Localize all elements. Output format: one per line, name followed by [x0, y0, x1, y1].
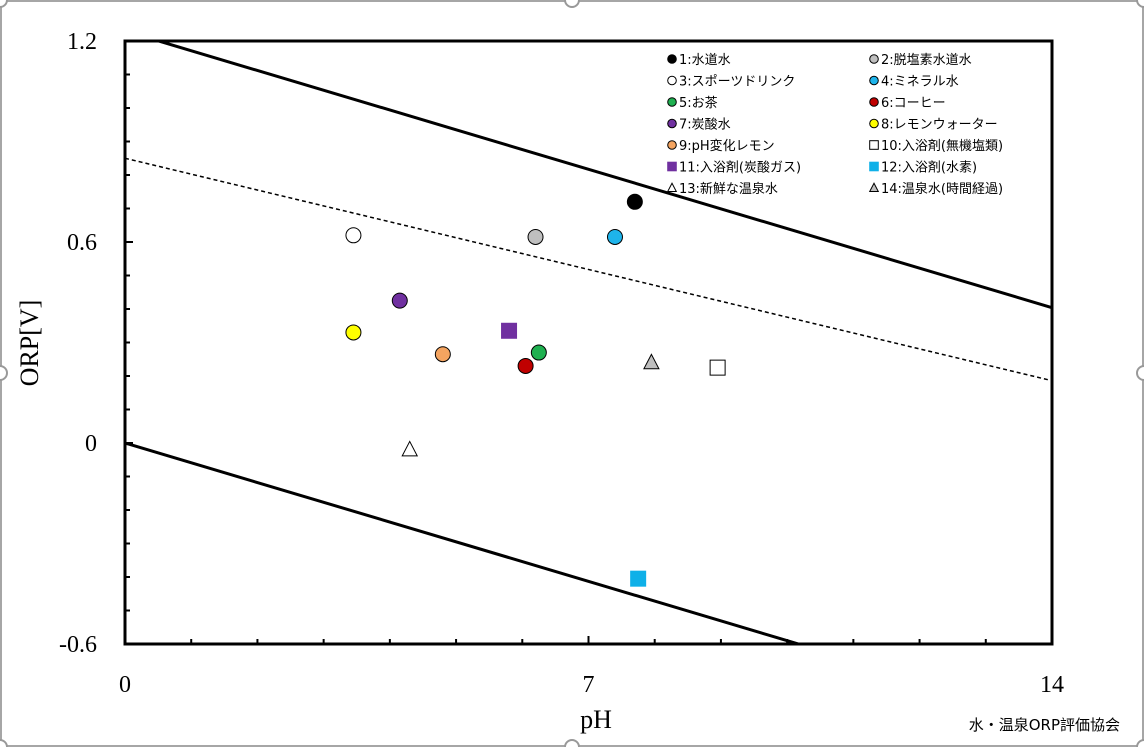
y-tick-label: 0: [85, 431, 97, 457]
legend-label-14: 14:温泉水(時間経過): [881, 181, 1003, 197]
data-point-4: [606, 228, 623, 245]
legend-marker-1: [667, 54, 677, 64]
legend-marker-7: [667, 118, 677, 129]
neutral-dashed-line: [125, 157, 1052, 382]
legend-label-3: 3:スポーツドリンク: [679, 75, 795, 90]
legend-marker-2: [869, 54, 879, 64]
legend-marker-3: [667, 75, 677, 86]
data-point-11: [501, 322, 518, 339]
legend-label-11: 11:入浴剤(炭酸ガス): [679, 160, 801, 176]
legend-label-7: 7:炭酸水: [679, 118, 731, 133]
data-point-7: [391, 292, 408, 309]
data-point-12: [630, 570, 647, 587]
x-tick-label: 14: [1040, 672, 1064, 698]
legend-marker-13: [666, 182, 678, 193]
resize-handle-bottom-right[interactable]: [1136, 739, 1144, 747]
y-tick-label: -0.6: [59, 632, 97, 658]
lower-boundary-line: [125, 441, 804, 644]
data-point-2: [527, 228, 544, 245]
legend-marker-14: [868, 182, 880, 193]
legend-label-1: 1:水道水: [679, 53, 731, 68]
legend-marker-11: [667, 161, 677, 172]
legend-marker-10: [869, 140, 879, 150]
resize-handle-top-right[interactable]: [1136, 0, 1144, 8]
legend-marker-4: [869, 75, 879, 86]
legend-marker-5: [667, 97, 677, 107]
resize-handle-left[interactable]: [0, 365, 8, 381]
legend-label-10: 10:入浴剤(無機塩類): [881, 138, 1003, 154]
upper-boundary-line: [153, 41, 1052, 310]
credit-text: 水・温泉ORP評価協会: [969, 716, 1120, 734]
data-point-6: [517, 357, 534, 374]
resize-handle-top-left[interactable]: [0, 0, 8, 8]
legend-marker-6: [869, 97, 879, 107]
legend-marker-8: [869, 118, 879, 129]
resize-handle-bottom-left[interactable]: [0, 739, 8, 747]
y-axis-title: ORP[V]: [15, 300, 44, 387]
x-axis-title: pH: [580, 705, 612, 734]
legend-label-12: 12:入浴剤(水素): [881, 160, 977, 176]
y-tick-label: 0.6: [67, 230, 97, 256]
legend: 1:水道水 2:脱塩素水道水 3:スポーツドリンク 4:ミネラル水 5:お茶 6:コーヒー…: [666, 53, 1003, 197]
resize-handle-top[interactable]: [564, 0, 580, 8]
resize-handle-bottom[interactable]: [564, 739, 580, 747]
legend-marker-12: [869, 161, 879, 172]
x-tick-label: 0: [119, 672, 131, 698]
data-point-1: [626, 193, 643, 210]
x-tick-label: 7: [583, 672, 595, 698]
data-point-13: [401, 440, 419, 457]
legend-label-2: 2:脱塩素水道水: [881, 53, 972, 68]
data-point-10: [709, 359, 726, 376]
legend-label-6: 6:コーヒー: [881, 96, 946, 111]
legend-label-4: 4:ミネラル水: [881, 75, 959, 90]
y-tick-label: 1.2: [67, 29, 97, 55]
data-point-5: [530, 344, 547, 361]
legend-label-5: 5:お茶: [679, 95, 718, 111]
legend-label-13: 13:新鮮な温泉水: [679, 181, 778, 197]
data-point-3: [345, 227, 362, 244]
resize-handle-right[interactable]: [1136, 365, 1144, 381]
data-point-9: [434, 346, 451, 363]
legend-label-9: 9:pH変化レモン: [679, 138, 775, 154]
data-point-14: [643, 353, 660, 370]
plot-layer: 1.2 0.6 0 -0.6 0 7 14: [59, 29, 1064, 698]
data-point-8: [345, 324, 362, 341]
legend-marker-9: [667, 140, 677, 150]
legend-label-8: 8:レモンウォーター: [881, 118, 998, 133]
